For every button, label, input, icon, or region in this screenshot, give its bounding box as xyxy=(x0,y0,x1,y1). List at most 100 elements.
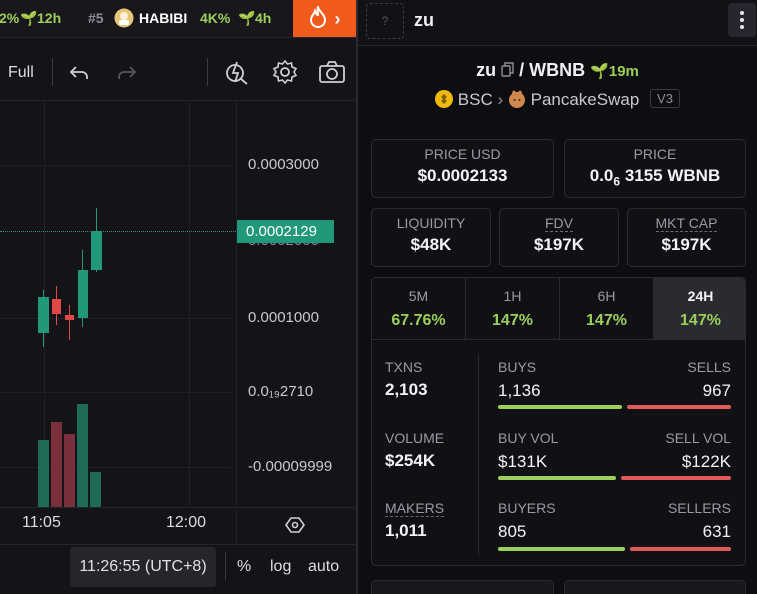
percent-scale-toggle[interactable]: % xyxy=(237,558,252,575)
buy-vol-bar xyxy=(498,476,616,480)
sprout-icon: 🌱 xyxy=(590,63,609,80)
buyers-value: 805 xyxy=(498,522,527,541)
action-button[interactable] xyxy=(564,580,746,594)
time-axis-label: 11:05 xyxy=(22,514,61,531)
network-row: BSC › PancakeSwap V3 xyxy=(358,89,757,113)
ticker-item-age[interactable]: 12h xyxy=(37,10,62,26)
divider xyxy=(478,355,479,555)
hot-pairs-button[interactable]: › xyxy=(293,0,356,37)
more-options-button[interactable] xyxy=(728,3,756,37)
divider xyxy=(52,58,53,86)
quote-symbol: WBNB xyxy=(529,60,586,80)
interval-full[interactable]: Full xyxy=(8,64,34,81)
price-usd-value: $0.0002133 xyxy=(417,166,508,185)
sellers-value: 631 xyxy=(702,522,731,541)
volume-bar xyxy=(38,440,49,507)
axis-divider xyxy=(236,101,237,544)
dex-name[interactable]: PancakeSwap xyxy=(530,90,640,109)
tab-1h[interactable]: 1H 147% xyxy=(466,278,560,339)
mkt-cap-card: MKT CAP $197K xyxy=(627,208,746,267)
gear-icon[interactable] xyxy=(270,57,300,87)
sellers-label: SELLERS xyxy=(667,500,731,516)
timezone-clock[interactable]: 11:26:55 (UTC+8) xyxy=(70,547,216,587)
sprout-icon: 🌱 xyxy=(20,10,38,26)
buyers-bar xyxy=(498,547,625,551)
divider xyxy=(225,552,226,580)
liquidity-label: LIQUIDITY xyxy=(396,215,466,231)
price-native-value: 0.06 3155 WBNB xyxy=(589,166,721,189)
sellers-bar xyxy=(630,547,731,551)
panel-divider[interactable] xyxy=(356,0,358,594)
sell-vol-label: SELL VOL xyxy=(665,430,731,446)
buys-label: BUYS xyxy=(498,359,537,375)
last-price-line xyxy=(0,231,236,232)
candle xyxy=(78,270,88,318)
chain-name[interactable]: BSC xyxy=(457,90,493,109)
chart-bottom-bar xyxy=(0,544,356,594)
reset-scale-icon[interactable] xyxy=(280,510,310,540)
volume-label: VOLUME xyxy=(385,430,445,446)
copy-icon[interactable] xyxy=(501,61,514,82)
gridline xyxy=(189,101,190,507)
pancakeswap-icon xyxy=(508,90,526,113)
chevron-right-icon: › xyxy=(497,90,508,109)
sell-vol-value: $122K xyxy=(681,452,731,471)
mkt-cap-label[interactable]: MKT CAP xyxy=(655,215,718,232)
sells-bar xyxy=(627,405,731,409)
chart-panel: 2% 🌱 12h #5 HABIBI 4K% 🌱 4h › Full xyxy=(0,0,356,594)
token-avatar-icon xyxy=(114,8,134,31)
tab-5m[interactable]: 5M 67.76% xyxy=(372,278,466,339)
ticker-item-pct[interactable]: 2% xyxy=(0,10,20,26)
gridline xyxy=(0,467,230,468)
sell-vol-bar xyxy=(621,476,731,480)
liquidity-value: $48K xyxy=(410,235,452,254)
volume-bar xyxy=(51,422,62,507)
camera-icon[interactable] xyxy=(317,57,347,87)
pair-title: zu / WBNB 🌱19m xyxy=(476,60,639,82)
candle xyxy=(52,299,61,314)
price-native-label: PRICE xyxy=(633,146,677,162)
buyers-label: BUYERS xyxy=(498,500,556,516)
gridline xyxy=(0,392,230,393)
sells-value: 967 xyxy=(702,381,731,400)
volume-bar xyxy=(64,434,75,507)
base-symbol: zu xyxy=(476,60,497,80)
trending-ticker: 2% 🌱 12h #5 HABIBI 4K% 🌱 4h › xyxy=(0,0,356,38)
candle xyxy=(65,315,74,320)
price-usd-card: PRICE USD $0.0002133 xyxy=(371,139,554,198)
bsc-icon xyxy=(435,90,454,113)
token-info-panel: ? zu zu / WBNB 🌱19m BSC › PancakeSwap V3… xyxy=(358,0,757,594)
tab-6h[interactable]: 6H 147% xyxy=(560,278,654,339)
volume-bar xyxy=(90,472,101,507)
pair-age: 19m xyxy=(608,63,639,80)
token-name: zu xyxy=(414,10,434,30)
quick-search-icon[interactable] xyxy=(222,57,252,87)
auto-scale-toggle[interactable]: auto xyxy=(308,558,340,575)
candle xyxy=(38,297,49,333)
last-price-tag: 0.0002129 xyxy=(236,220,334,243)
price-axis-label: -0.00009999 xyxy=(248,458,333,475)
ticker-item-pct: 4K% xyxy=(200,10,231,26)
mkt-cap-value: $197K xyxy=(661,235,712,254)
log-scale-toggle[interactable]: log xyxy=(270,558,292,575)
token-image-placeholder: ? xyxy=(366,3,404,39)
time-axis xyxy=(0,507,356,543)
fdv-label[interactable]: FDV xyxy=(545,215,573,232)
buys-value: 1,136 xyxy=(498,381,541,400)
tab-24h[interactable]: 24H 147% xyxy=(654,278,745,339)
makers-value: 1,011 xyxy=(385,521,427,540)
price-chart[interactable] xyxy=(0,100,356,507)
volume-value: $254K xyxy=(385,451,436,470)
fdv-value: $197K xyxy=(533,235,585,254)
ticker-name[interactable]: HABIBI xyxy=(139,10,188,26)
candle xyxy=(91,231,102,270)
txns-label: TXNS xyxy=(385,359,423,375)
redo-icon[interactable] xyxy=(112,58,142,88)
action-button[interactable] xyxy=(371,580,554,594)
undo-icon[interactable] xyxy=(64,58,94,88)
buys-bar xyxy=(498,405,622,409)
price-axis-label: 0.0₁₉2710 xyxy=(248,383,314,400)
divider xyxy=(207,58,208,86)
makers-label[interactable]: MAKERS xyxy=(385,500,445,517)
price-native-card: PRICE 0.06 3155 WBNB xyxy=(564,139,746,198)
